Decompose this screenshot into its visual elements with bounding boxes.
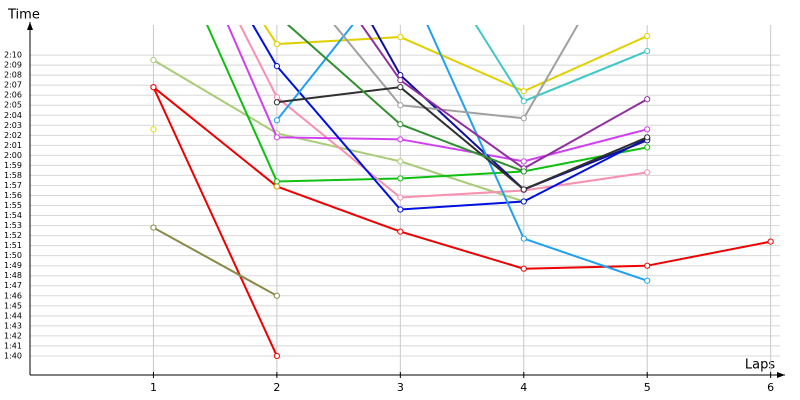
point	[644, 96, 651, 103]
series-line	[152, 86, 278, 357]
point	[273, 292, 280, 299]
y-tick-label: 1:57	[4, 181, 22, 190]
point	[397, 194, 404, 201]
point	[397, 77, 404, 84]
y-tick-label: 2:09	[4, 61, 22, 70]
y-tick-label: 1:58	[4, 171, 22, 180]
y-tick-label: 1:59	[4, 161, 22, 170]
y-tick-label: 2:05	[4, 101, 22, 110]
y-tick-label: 2:08	[4, 71, 22, 80]
point	[273, 352, 280, 360]
y-tick-label: 2:06	[4, 91, 22, 100]
y-tick-label: 1:45	[4, 301, 22, 310]
point	[273, 134, 280, 141]
point	[644, 126, 651, 133]
point	[767, 238, 774, 245]
series-line	[360, 25, 648, 170]
y-tick-label: 1:52	[4, 231, 22, 240]
y-tick-label: 2:04	[4, 111, 22, 120]
point	[397, 228, 404, 235]
point	[520, 265, 527, 272]
point	[644, 47, 651, 55]
point	[644, 32, 651, 40]
y-tick-label: 1:48	[4, 271, 22, 280]
point	[520, 158, 527, 165]
point	[273, 94, 280, 101]
point	[644, 262, 651, 269]
point	[644, 134, 651, 141]
point	[273, 63, 280, 70]
point	[150, 126, 157, 133]
y-tick-label: 1:51	[4, 241, 22, 250]
point	[397, 206, 404, 213]
point	[397, 84, 404, 91]
point	[397, 175, 404, 182]
x-arrow	[777, 372, 785, 378]
y-tick-label: 1:40	[4, 351, 22, 360]
y-tick-label: 2:02	[4, 131, 22, 140]
point	[273, 183, 280, 190]
point	[520, 168, 527, 175]
x-tick-label: 3	[397, 381, 404, 394]
series-line	[371, 25, 648, 191]
x-tick-label: 6	[767, 381, 774, 394]
y-tick-label: 2:07	[4, 81, 22, 90]
y-tick-label: 1:42	[4, 331, 22, 340]
point	[397, 102, 404, 109]
point	[520, 198, 527, 205]
x-axis-label: Laps	[745, 358, 775, 373]
x-tick-label: 4	[520, 381, 527, 394]
y-tick-label: 1:50	[4, 251, 22, 260]
point	[273, 178, 280, 185]
series-line	[276, 25, 648, 282]
point	[520, 115, 527, 122]
y-tick-label: 1:53	[4, 221, 22, 230]
point	[273, 117, 280, 124]
point	[397, 33, 404, 41]
y-tick-label: 1:55	[4, 201, 22, 210]
point	[273, 40, 280, 48]
y-axis-label: Time	[7, 8, 40, 23]
y-tick-label: 2:01	[4, 141, 22, 150]
point	[520, 235, 527, 242]
point	[150, 84, 157, 91]
y-tick-label: 1:56	[4, 191, 22, 200]
point	[520, 98, 527, 105]
y-tick-label: 1:46	[4, 291, 22, 300]
series-line	[152, 226, 278, 297]
point	[644, 277, 651, 284]
point	[150, 57, 157, 64]
point	[397, 121, 404, 128]
point	[274, 12, 279, 17]
point	[520, 88, 527, 95]
y-arrow	[27, 22, 33, 30]
y-tick-label: 2:00	[4, 151, 22, 160]
x-tick-label: 2	[273, 381, 280, 394]
y-tick-label: 1:54	[4, 211, 22, 220]
series-line	[152, 86, 771, 270]
series-line	[333, 25, 579, 120]
point	[644, 169, 651, 176]
y-tick-label: 1:43	[4, 321, 22, 330]
y-tick-label: 1:47	[4, 281, 22, 290]
y-tick-label: 1:49	[4, 261, 22, 270]
point	[397, 136, 404, 143]
point	[644, 144, 651, 151]
y-tick-label: 2:10	[4, 51, 22, 60]
point	[150, 224, 157, 231]
y-tick-label: 2:03	[4, 121, 22, 130]
y-tick-label: 1:44	[4, 311, 22, 320]
x-tick-label: 5	[644, 381, 651, 394]
point	[273, 99, 280, 106]
y-tick-label: 1:41	[4, 341, 22, 350]
series-line	[276, 86, 648, 191]
point	[520, 186, 527, 193]
point	[397, 158, 404, 165]
x-tick-label: 1	[150, 381, 157, 394]
